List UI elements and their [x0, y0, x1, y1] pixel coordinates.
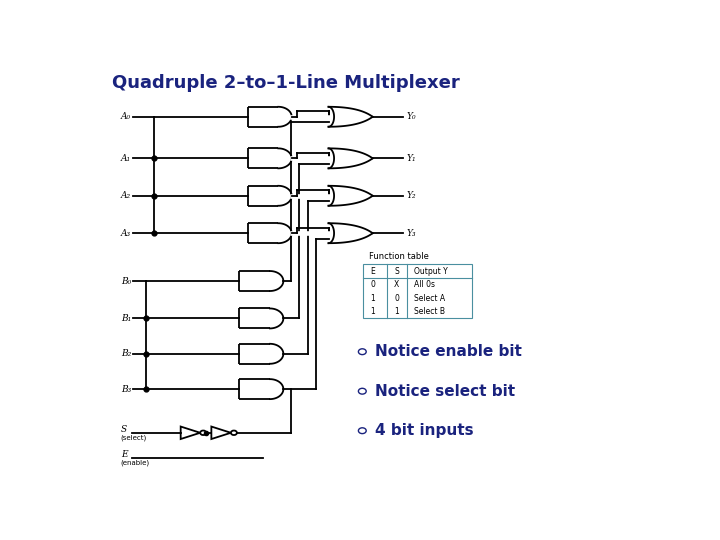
Text: Select A: Select A [413, 294, 445, 302]
Text: Notice select bit: Notice select bit [374, 384, 515, 399]
Text: Y₃: Y₃ [406, 229, 415, 238]
FancyBboxPatch shape [364, 265, 472, 319]
Text: A₁: A₁ [121, 154, 131, 163]
Text: Output Y: Output Y [413, 267, 447, 275]
Text: All 0s: All 0s [413, 280, 435, 289]
Text: Y₂: Y₂ [406, 191, 415, 200]
Text: Quadruple 2–to–1-Line Multiplexer: Quadruple 2–to–1-Line Multiplexer [112, 74, 460, 92]
Text: E: E [370, 267, 375, 275]
Text: Notice enable bit: Notice enable bit [374, 344, 521, 359]
Text: B₃: B₃ [121, 384, 131, 394]
Text: A₀: A₀ [121, 112, 131, 122]
Text: E: E [121, 450, 127, 459]
Text: A₂: A₂ [121, 191, 131, 200]
Text: (select): (select) [121, 435, 147, 441]
Text: Y₀: Y₀ [406, 112, 415, 122]
Text: (enable): (enable) [121, 460, 150, 466]
Text: 1: 1 [370, 294, 375, 302]
Text: B₀: B₀ [121, 276, 131, 286]
Text: 0: 0 [370, 280, 375, 289]
Text: 0: 0 [394, 294, 399, 302]
Text: B₁: B₁ [121, 314, 131, 323]
Text: A₃: A₃ [121, 229, 131, 238]
Text: S: S [394, 267, 399, 275]
Text: 1: 1 [394, 307, 399, 316]
Text: S: S [121, 425, 127, 434]
Text: X: X [394, 280, 400, 289]
Text: B₂: B₂ [121, 349, 131, 358]
Text: Function table: Function table [369, 252, 429, 261]
Text: 1: 1 [370, 307, 375, 316]
Text: 4 bit inputs: 4 bit inputs [374, 423, 473, 438]
Text: Select B: Select B [413, 307, 445, 316]
Text: Y₁: Y₁ [406, 154, 415, 163]
